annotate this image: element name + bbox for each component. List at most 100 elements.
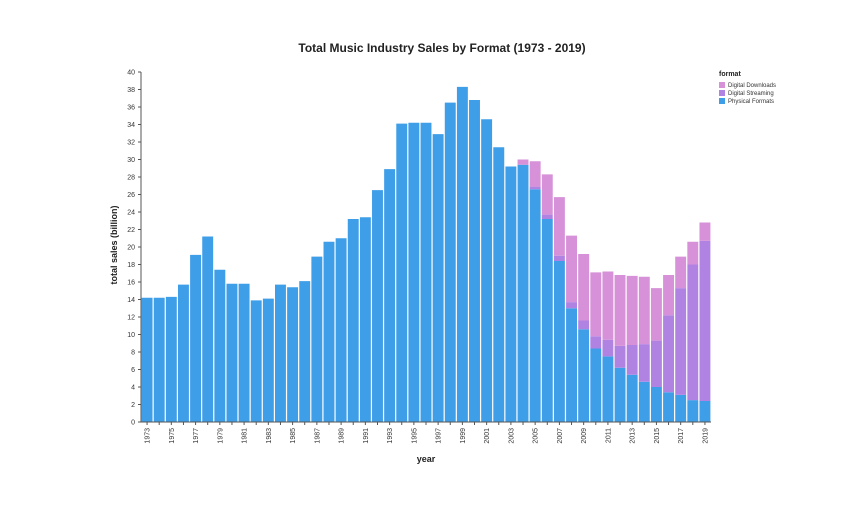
y-tick-label: 34 xyxy=(127,122,135,129)
x-tick-label: 2015 xyxy=(654,428,661,444)
bar-physical-formats-2010 xyxy=(590,348,602,422)
y-tick-label: 30 xyxy=(127,157,135,164)
y-tick-label: 2 xyxy=(131,402,135,409)
x-tick-label: 1987 xyxy=(314,428,321,444)
bar-digital-streaming-2006 xyxy=(541,214,553,219)
x-tick-label: 2005 xyxy=(533,428,540,444)
bar-physical-formats-2000 xyxy=(469,100,480,422)
bar-digital-downloads-2019 xyxy=(699,222,711,241)
bar-physical-formats-1982 xyxy=(250,300,262,422)
y-tick-label: 10 xyxy=(127,332,135,339)
bar-physical-formats-1985 xyxy=(287,287,299,422)
legend-label: Digital Downloads xyxy=(728,83,776,89)
bar-digital-downloads-2013 xyxy=(626,275,638,345)
bar-physical-formats-2013 xyxy=(626,374,638,422)
y-axis-label: total sales (billion) xyxy=(109,205,119,284)
x-tick-label: 1983 xyxy=(266,428,273,444)
y-tick-label: 20 xyxy=(127,245,135,252)
bar-physical-formats-1998 xyxy=(444,102,456,422)
x-tick-label: 1977 xyxy=(193,428,200,444)
bar-physical-formats-1992 xyxy=(372,190,383,422)
bar-digital-downloads-2015 xyxy=(650,288,662,341)
bar-physical-formats-2008 xyxy=(566,308,577,422)
bar-physical-formats-1981 xyxy=(238,283,250,422)
bar-physical-formats-1997 xyxy=(432,134,444,422)
bar-digital-streaming-2009 xyxy=(578,320,590,330)
bar-digital-streaming-2013 xyxy=(626,345,638,375)
x-tick-label: 2019 xyxy=(702,428,709,444)
y-tick-label: 38 xyxy=(127,87,135,94)
bar-digital-streaming-2008 xyxy=(566,302,577,309)
bar-physical-formats-1987 xyxy=(311,256,323,422)
bar-digital-streaming-2011 xyxy=(602,339,614,357)
legend-label: Physical Formats xyxy=(728,99,774,105)
bar-physical-formats-1994 xyxy=(396,123,408,422)
bar-physical-formats-2002 xyxy=(493,147,505,422)
x-tick-label: 2009 xyxy=(581,428,588,444)
legend-swatch xyxy=(719,90,725,96)
bar-digital-streaming-2005 xyxy=(529,186,541,190)
bar-physical-formats-1975 xyxy=(165,296,177,422)
bar-digital-downloads-2011 xyxy=(602,271,614,340)
bar-digital-downloads-2014 xyxy=(638,276,650,345)
legend: format Digital Downloads Digital Streamin… xyxy=(719,71,776,105)
x-axis: 1973 1975 1977 1979 1981 1983 1985 1987 1989 1991… xyxy=(141,421,711,444)
y-tick-label: 22 xyxy=(127,227,135,234)
bar-digital-downloads-2008 xyxy=(566,235,577,303)
bar-physical-formats-2004 xyxy=(517,164,529,422)
y-tick-label: 12 xyxy=(127,315,135,322)
bar-physical-formats-2011 xyxy=(602,356,614,422)
bar-digital-downloads-2012 xyxy=(614,275,626,346)
y-tick-label: 6 xyxy=(131,367,135,374)
bar-physical-formats-2015 xyxy=(650,387,662,422)
bar-physical-formats-1986 xyxy=(299,281,311,422)
x-tick-label: 1981 xyxy=(242,428,249,444)
bar-digital-streaming-2010 xyxy=(590,336,602,349)
x-tick-label: 2013 xyxy=(630,428,637,444)
x-tick-label: 1995 xyxy=(411,428,418,444)
bar-digital-downloads-2009 xyxy=(578,254,590,321)
bar-physical-formats-2014 xyxy=(638,381,650,422)
y-tick-label: 14 xyxy=(127,297,135,304)
bar-physical-formats-1983 xyxy=(262,298,274,422)
bar-physical-formats-1999 xyxy=(456,86,468,422)
bar-physical-formats-1993 xyxy=(384,169,396,422)
bar-digital-downloads-2004 xyxy=(517,159,529,165)
x-tick-label: 1993 xyxy=(387,428,394,444)
x-tick-label: 2011 xyxy=(605,428,612,443)
y-tick-label: 24 xyxy=(127,210,135,217)
bar-physical-formats-1973 xyxy=(141,297,153,422)
y-tick-label: 40 xyxy=(127,70,135,77)
bar-physical-formats-2006 xyxy=(541,219,553,422)
bar-digital-streaming-2016 xyxy=(663,315,675,393)
x-tick-label: 2007 xyxy=(557,428,564,444)
bar-physical-formats-2019 xyxy=(699,401,711,422)
bar-digital-streaming-2018 xyxy=(687,264,699,401)
bar-physical-formats-2001 xyxy=(481,119,493,422)
bar-physical-formats-1974 xyxy=(153,297,165,422)
x-tick-label: 1999 xyxy=(460,428,467,444)
x-tick-label: 2003 xyxy=(508,428,515,444)
legend-swatch xyxy=(719,98,725,104)
bar-digital-streaming-2007 xyxy=(553,255,565,261)
y-tick-label: 4 xyxy=(131,385,135,392)
bar-physical-formats-1990 xyxy=(347,219,359,422)
bar-digital-downloads-2005 xyxy=(529,161,541,187)
bar-physical-formats-1988 xyxy=(323,241,335,422)
bar-physical-formats-2016 xyxy=(663,392,675,422)
bar-physical-formats-1980 xyxy=(226,283,238,422)
y-tick-label: 36 xyxy=(127,105,135,112)
y-tick-label: 8 xyxy=(131,350,135,357)
bar-physical-formats-2012 xyxy=(614,367,626,422)
x-tick-label: 2017 xyxy=(678,428,685,444)
bars-group xyxy=(141,86,711,422)
bar-physical-formats-1991 xyxy=(359,217,371,422)
bar-digital-streaming-2017 xyxy=(675,288,687,395)
x-axis-label: year xyxy=(417,454,436,464)
y-tick-label: 18 xyxy=(127,262,135,269)
bar-physical-formats-2007 xyxy=(553,261,565,422)
x-tick-label: 1979 xyxy=(217,428,224,444)
chart-title: Total Music Industry Sales by Format (19… xyxy=(298,41,585,55)
